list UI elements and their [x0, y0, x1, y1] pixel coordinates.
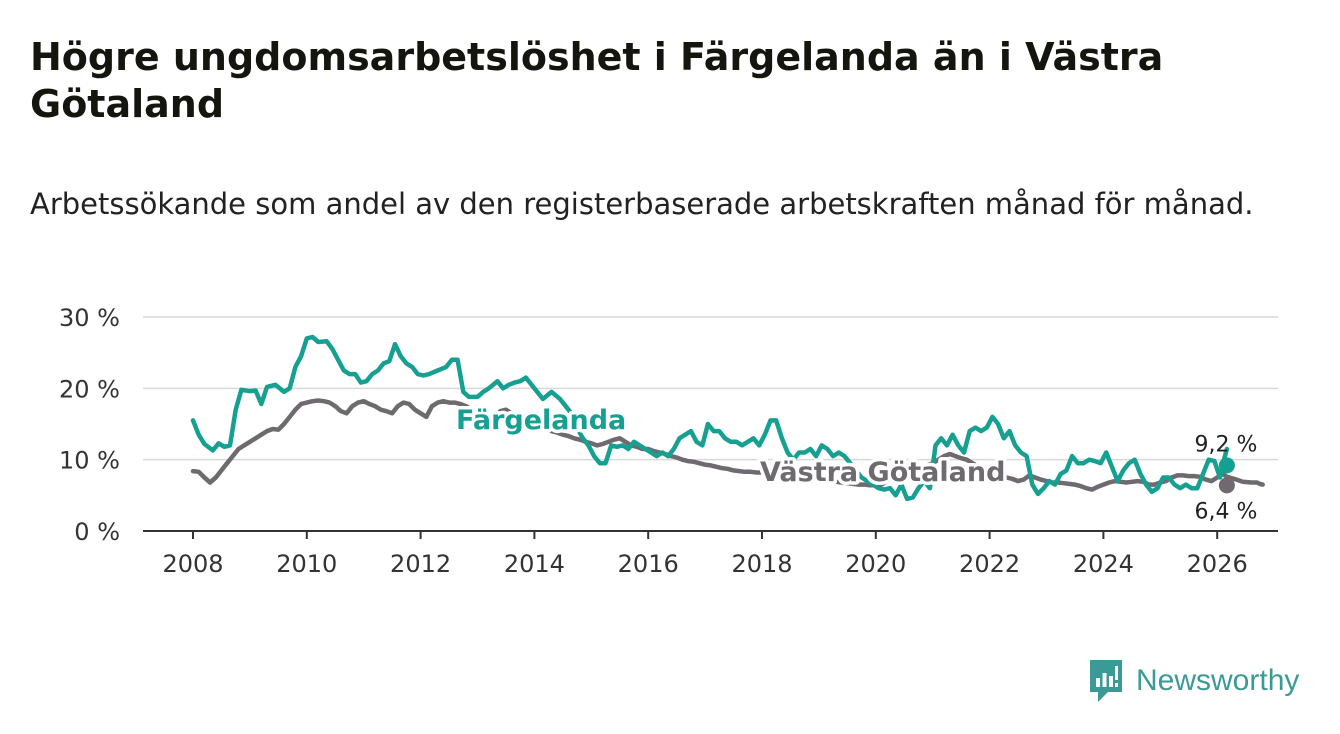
- end-point-fargelanda: [1218, 457, 1235, 474]
- x-tick-label: 2014: [504, 550, 565, 578]
- series-labels: 9,2 % 6,4 % Färgelanda Västra Götaland: [453, 402, 1258, 525]
- x-tick-label: 2020: [845, 550, 906, 578]
- y-tick-label: 10 %: [59, 447, 120, 475]
- x-tick-label: 2026: [1187, 550, 1248, 578]
- y-tick-label: 20 %: [59, 375, 120, 403]
- y-tick-label: 30 %: [59, 304, 120, 332]
- series-label-fargelanda: Färgelanda: [456, 405, 626, 436]
- x-tick-label: 2016: [618, 550, 679, 578]
- x-tick-label: 2022: [959, 550, 1020, 578]
- x-axis: 2008 2010 2012 2014 2016 2018 2020 2022 2024 2026: [143, 530, 1278, 578]
- x-tick-label: 2010: [276, 550, 337, 578]
- brand-logo: Newsworthy: [1088, 658, 1299, 704]
- x-tick-label: 2018: [731, 550, 792, 578]
- chart-title: Högre ungdomsarbetslöshet i Färgelanda ä…: [30, 35, 1164, 126]
- end-point-vastra-gotaland: [1218, 477, 1235, 494]
- chart-subtitle: Arbetssökande som andel av den registerb…: [30, 187, 1254, 221]
- series-lines: [190, 334, 1265, 502]
- x-tick-label: 2024: [1073, 550, 1134, 578]
- x-tick-label: 2012: [390, 550, 451, 578]
- y-axis: 0 % 10 % 20 % 30 %: [59, 304, 120, 546]
- brand-name: Newsworthy: [1136, 664, 1300, 697]
- end-label-vastra-gotaland: 6,4 %: [1195, 499, 1258, 524]
- x-tick-label: 2008: [162, 550, 223, 578]
- y-tick-label: 0 %: [74, 518, 120, 546]
- end-label-fargelanda: 9,2 %: [1195, 432, 1258, 457]
- series-line-fargelanda: [190, 334, 1230, 502]
- series-label-vastra-gotaland: Västra Götaland: [760, 457, 1005, 488]
- series-line-vastra-gotaland: [190, 398, 1265, 492]
- newsworthy-logo-icon: [1090, 660, 1122, 702]
